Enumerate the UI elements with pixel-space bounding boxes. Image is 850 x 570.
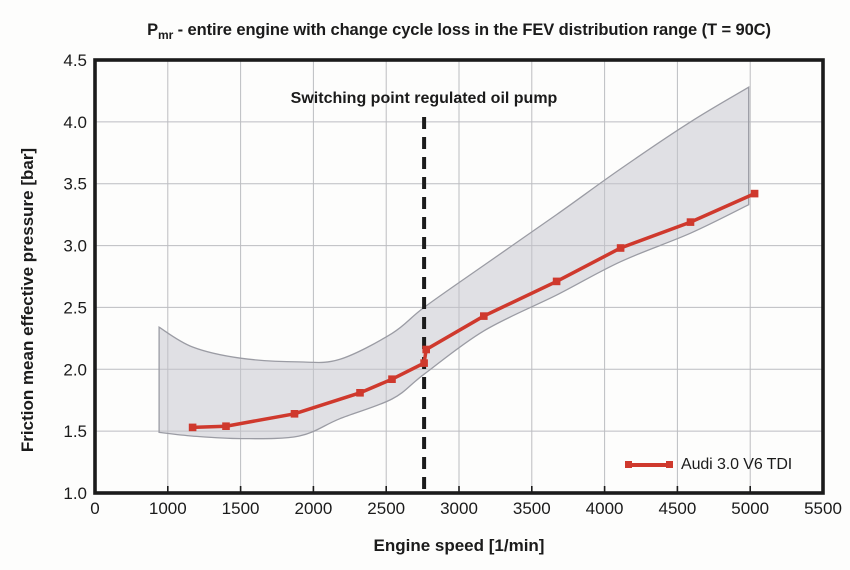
x-tick-label: 4000 [586,499,624,518]
series-marker [290,410,299,418]
x-tick-label: 3000 [440,499,478,518]
x-tick-label: 5000 [731,499,769,518]
series-marker [552,277,561,286]
x-axis-title: Engine speed [1/min] [373,536,545,555]
x-tick-label: 3500 [513,499,551,518]
y-tick-label: 1.5 [63,422,87,441]
series-line-audi [192,192,756,430]
plot-border [93,58,825,495]
series-marker [188,423,197,432]
series-marker [686,218,695,226]
x-tick-label: 1500 [222,499,260,518]
chart-title-rest: - entire engine with change cycle loss i… [173,21,771,39]
y-axis-title: Friction mean effective pressure [bar] [18,147,37,453]
chart-title-prefix: P [147,21,159,39]
chart-title: Pmr - entire engine with change cycle lo… [95,21,823,42]
series-marker [222,422,230,430]
series-marker [420,359,428,367]
y-tick-label: 2.0 [63,360,87,379]
x-tick-label: 0 [90,499,99,518]
legend: Audi 3.0 V6 TDI [625,456,793,474]
y-tick-label: 4.5 [63,51,87,70]
y-tick-label: 3.0 [63,237,87,256]
fev-band-area [158,86,750,440]
x-tick-label: 1000 [149,499,187,518]
switching-point-annotation: Switching point regulated oil pump [290,90,558,107]
series-marker [388,375,396,383]
x-tick-label: 2000 [294,499,332,518]
legend-label: Audi 3.0 V6 TDI [681,456,793,473]
y-tick-label: 2.5 [63,298,87,317]
series-marker [750,189,759,198]
y-tick-label: 4.0 [63,113,87,132]
y-tick-label: 1.0 [63,484,87,503]
series-marker [480,312,488,320]
chart-title-subscript: mr [158,28,174,42]
x-tick-label: 4500 [658,499,696,518]
x-tick-label: 5500 [804,499,842,518]
series-marker [616,244,625,252]
series-marker [422,345,430,354]
legend-line-sample [625,461,673,469]
legend-marker-icon [666,461,673,469]
series-marker [356,389,364,397]
y-tick-label: 3.5 [63,175,87,194]
x-tick-label: 2500 [367,499,405,518]
legend-marker-icon [625,461,632,469]
